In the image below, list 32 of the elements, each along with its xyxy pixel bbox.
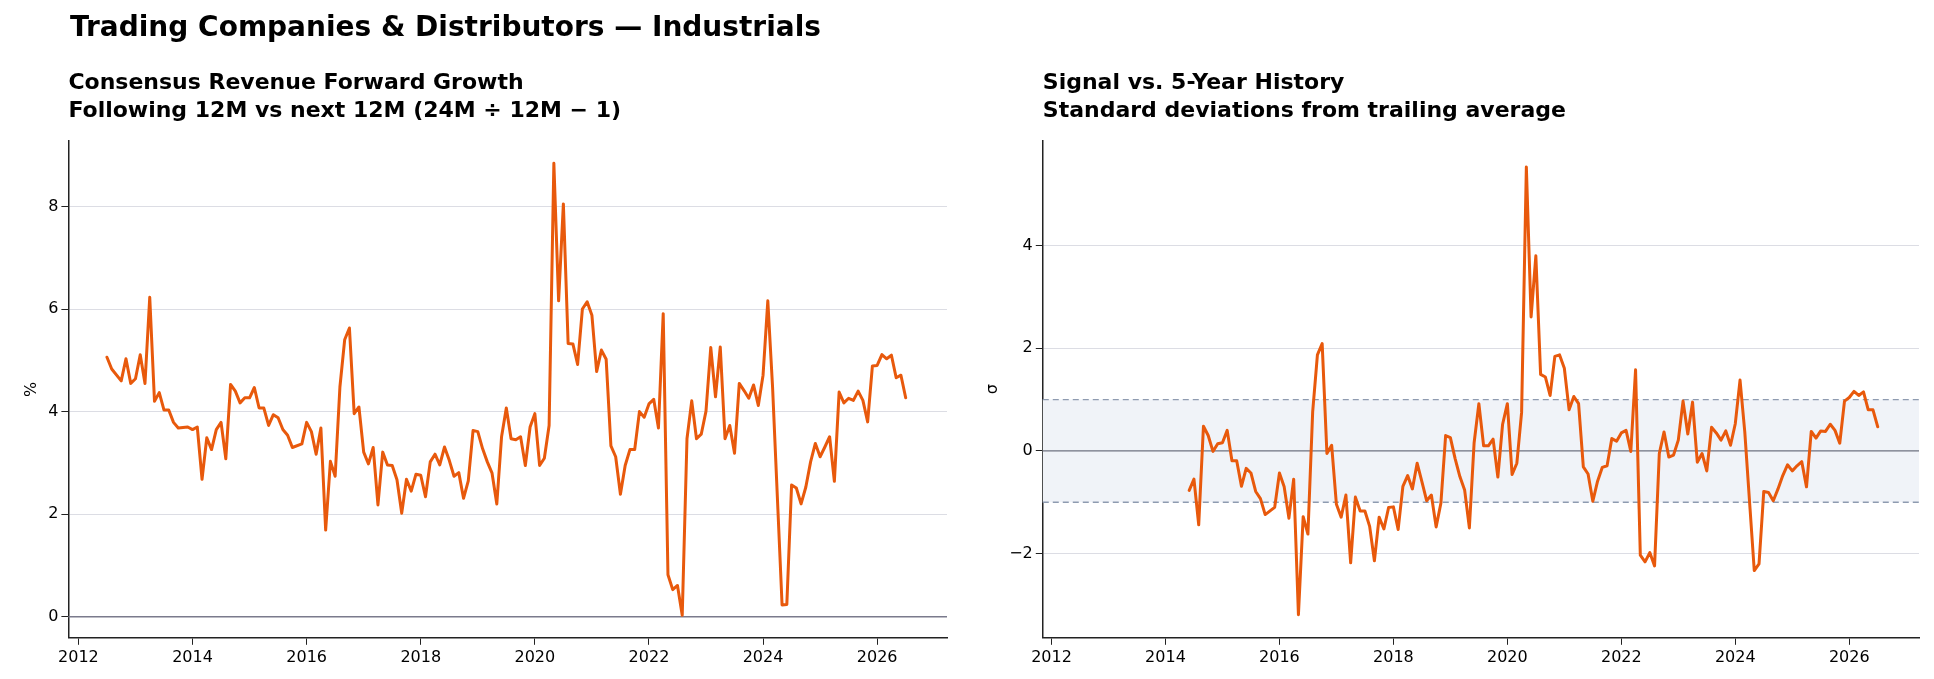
- x-tick-label: 2020: [514, 646, 556, 666]
- y-tick-label: 4: [48, 400, 59, 420]
- x-tick-label: 2024: [1714, 646, 1756, 666]
- x-tick-label: 2022: [1600, 646, 1642, 666]
- x-tick-label: 2022: [628, 646, 670, 666]
- x-tick-label: 2026: [1828, 646, 1870, 666]
- y-tick-label: 2: [48, 503, 59, 523]
- chart-subtitle: Standard deviations from trailing average: [1042, 97, 1566, 123]
- y-tick-label: 0: [1022, 440, 1033, 460]
- text: Trading Companies & Distributors — Industrials: [70, 10, 822, 43]
- x-tick-label: 2020: [1487, 646, 1528, 666]
- x-tick-label: 2016: [1259, 646, 1300, 666]
- x-tick-label: 2012: [58, 646, 99, 666]
- y-tick-label: 0: [48, 605, 59, 625]
- x-tick-label: 2018: [1373, 646, 1414, 666]
- x-tick-label: 2014: [172, 646, 213, 666]
- chart-title: Signal vs. 5-Year History: [1042, 68, 1345, 94]
- x-tick-label: 2026: [856, 646, 898, 666]
- y-tick-label: 4: [1022, 234, 1033, 254]
- chart-subtitle: Following 12M vs next 12M (24M ÷ 12M − 1): [68, 97, 622, 123]
- y-axis-title: σ: [981, 384, 1001, 395]
- y-axis-title: %: [20, 381, 40, 397]
- y-tick-label: 2: [1022, 337, 1033, 357]
- x-tick-label: 2012: [1031, 646, 1072, 666]
- y-tick-label: −2: [1009, 542, 1033, 562]
- x-tick-label: 2018: [400, 646, 442, 666]
- y-tick-label: 8: [48, 195, 59, 215]
- x-tick-label: 2016: [286, 646, 327, 666]
- x-tick-label: 2024: [742, 646, 784, 666]
- y-tick-label: 6: [48, 298, 59, 318]
- x-tick-label: 2014: [1145, 646, 1186, 666]
- chart-title: Consensus Revenue Forward Growth: [68, 68, 524, 94]
